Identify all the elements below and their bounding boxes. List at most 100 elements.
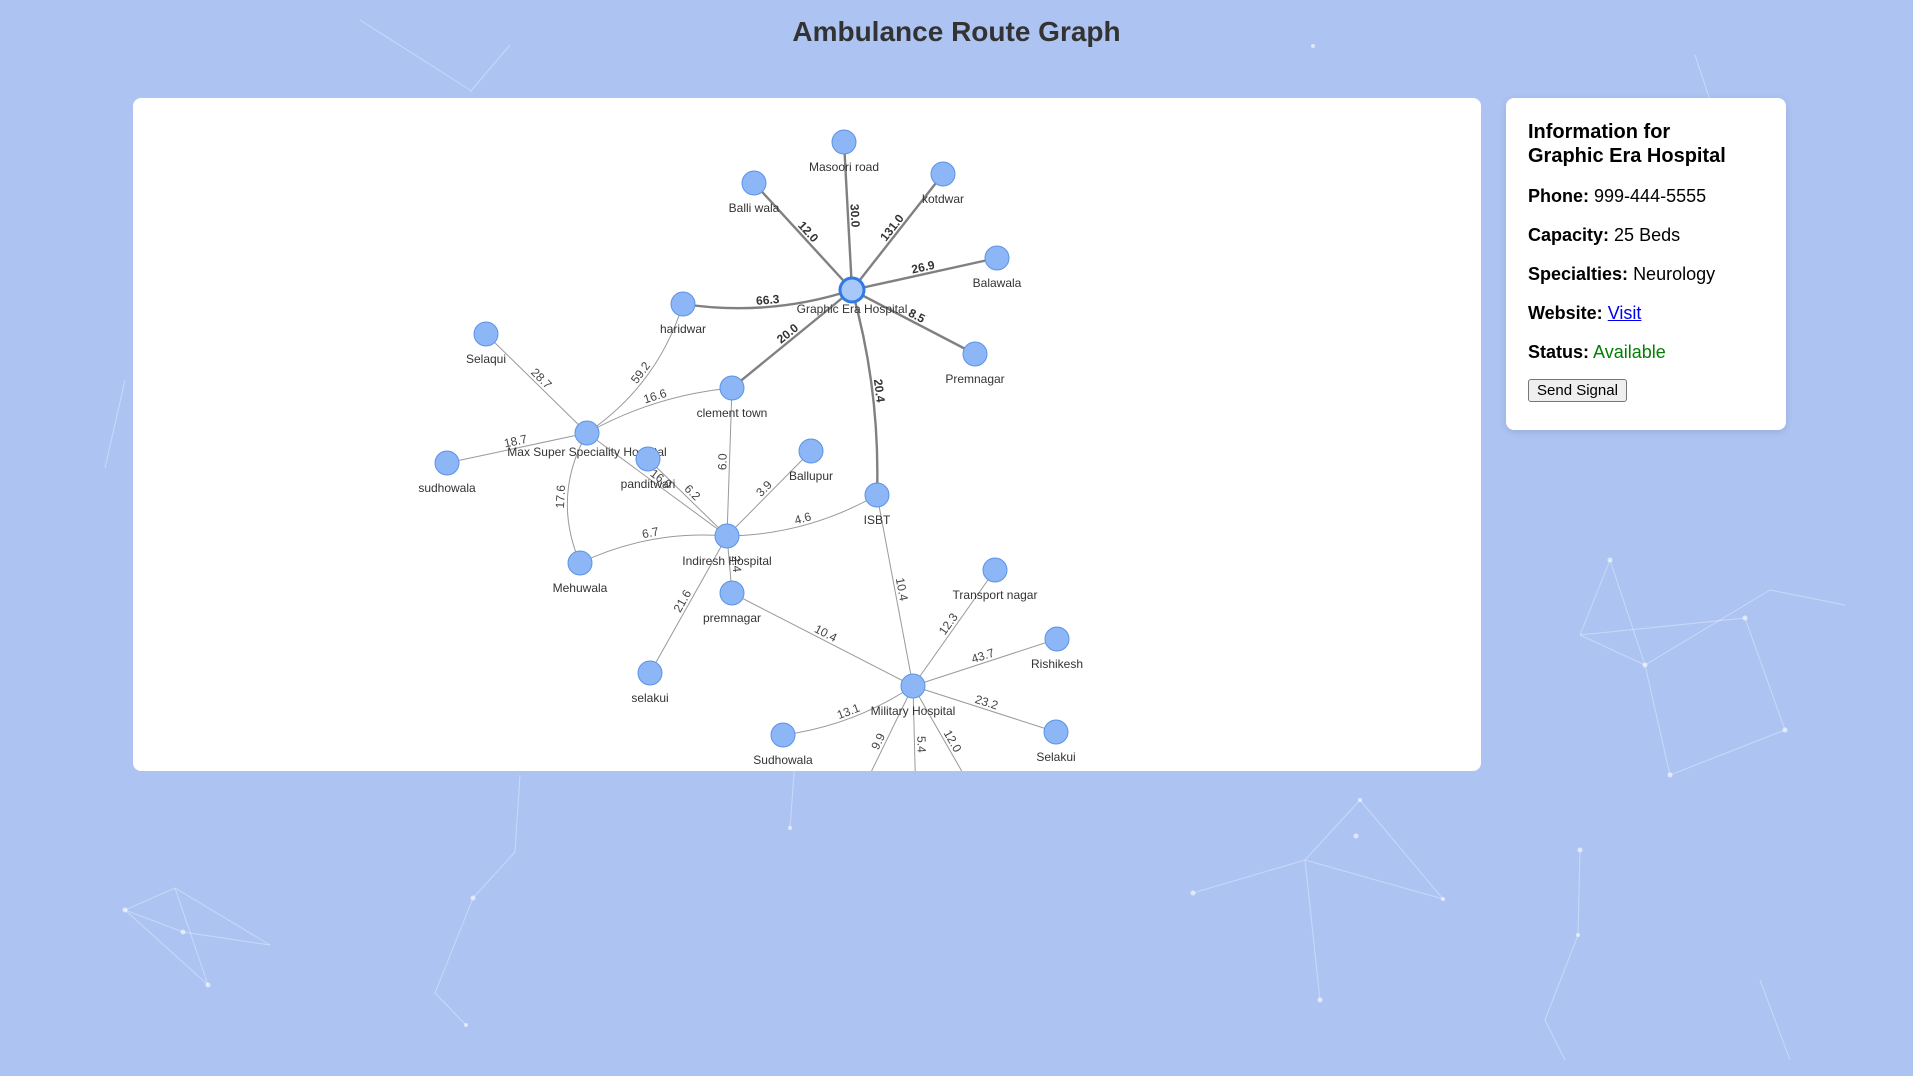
info-phone-value: 999-444-5555 <box>1594 186 1707 206</box>
route-edge-sudhowala-to-military-hospital <box>782 685 914 736</box>
node-circle[interactable] <box>770 722 796 748</box>
route-edge-graphic-era-hospital-to-masoori-road <box>842 141 854 291</box>
node-sudhowala[interactable]: sudhowala <box>418 450 476 495</box>
info-hospital-name: Graphic Era Hospital <box>1528 145 1726 167</box>
node-label: premnagar <box>703 611 761 625</box>
node-circle[interactable] <box>838 276 866 304</box>
node-label: kotdwar <box>922 192 964 206</box>
node-circle[interactable] <box>567 550 593 576</box>
route-edge-military-hospital-to-node-offscreen-3 <box>912 685 963 771</box>
node-selakui[interactable]: selakui <box>631 660 669 705</box>
node-circle[interactable] <box>900 673 926 699</box>
node-circle[interactable] <box>719 580 745 606</box>
status-value: Available <box>1593 342 1666 362</box>
background-lines <box>104 19 1846 1061</box>
edge-weight-label: 18.7 <box>503 432 529 451</box>
node-circle[interactable] <box>714 523 740 549</box>
node-circle[interactable] <box>984 245 1010 271</box>
node-circle[interactable] <box>635 446 661 472</box>
info-capacity-row: Capacity: 25 Beds <box>1528 223 1764 247</box>
node-label: sudhowala <box>418 481 476 495</box>
node-isbt[interactable]: ISBT <box>864 482 891 527</box>
node-label: Masoori road <box>809 160 879 174</box>
node-circle[interactable] <box>930 161 956 187</box>
node-circle[interactable] <box>670 291 696 317</box>
node-balawala[interactable]: Balawala <box>973 245 1022 290</box>
hospital-info-panel: Information for Graphic Era Hospital Pho… <box>1506 98 1786 430</box>
node-selakui[interactable]: Selakui <box>1036 719 1076 764</box>
node-panditwari[interactable]: panditwari <box>621 446 676 491</box>
node-label: Mehuwala <box>553 581 608 595</box>
node-circle[interactable] <box>741 170 767 196</box>
node-military-hospital[interactable]: Military Hospital <box>871 673 956 718</box>
route-edge-military-hospital-to-node-offscreen-1 <box>871 685 914 771</box>
edge-weight-label: 17.6 <box>553 484 568 508</box>
page-title: Ambulance Route Graph <box>792 16 1121 47</box>
node-sudhowala[interactable]: Sudhowala <box>753 722 813 767</box>
node-circle[interactable] <box>473 321 499 347</box>
node-circle[interactable] <box>1043 719 1069 745</box>
edge-weight-label: 5.4 <box>914 736 928 753</box>
node-clement-town[interactable]: clement town <box>697 375 768 420</box>
node-kotdwar[interactable]: kotdwar <box>922 161 964 206</box>
node-graphic-era-hospital[interactable]: Graphic Era Hospital <box>797 276 908 316</box>
route-edge-selaqui-to-max-super-speciality-hospital <box>485 333 588 434</box>
info-heading-prefix: Information for <box>1528 121 1671 143</box>
route-edge-transport-nagar-to-military-hospital <box>912 569 996 687</box>
node-label: Ballupur <box>789 469 833 483</box>
node-circle[interactable] <box>1044 626 1070 652</box>
website-visit-link[interactable]: Visit <box>1607 303 1642 323</box>
node-selaqui[interactable]: Selaqui <box>466 321 506 366</box>
edge-label-layer: 30.012.0 131.026.98.566.320.020.459.228.7… <box>503 204 1001 755</box>
node-label: clement town <box>697 406 768 420</box>
node-indiresh-hospital[interactable]: Indiresh Hospital <box>682 523 772 568</box>
node-label: selakui <box>631 691 668 705</box>
edge-weight-label: 6.7 <box>641 524 660 541</box>
node-haridwar[interactable]: haridwar <box>660 291 706 336</box>
route-graph-canvas[interactable]: 30.012.0 131.026.98.566.320.020.459.228.7… <box>133 98 1481 771</box>
info-heading: Information for Graphic Era Hospital <box>1528 120 1764 168</box>
edge-weight-label: 8.5 <box>906 306 928 326</box>
route-edge-selakui-to-indiresh-hospital <box>649 535 728 674</box>
route-edge-graphic-era-hospital-to-haridwar <box>682 288 853 310</box>
info-phone-row: Phone: 999-444-5555 <box>1528 184 1764 208</box>
node-label: Sudhowala <box>753 753 813 767</box>
send-signal-button[interactable]: Send Signal <box>1528 379 1627 402</box>
node-label: Selaqui <box>466 352 506 366</box>
node-masoori-road[interactable]: Masoori road <box>809 129 879 174</box>
node-rishikesh[interactable]: Rishikesh <box>1031 626 1083 671</box>
node-circle[interactable] <box>831 129 857 155</box>
node-circle[interactable] <box>434 450 460 476</box>
route-edge-isbt-to-military-hospital <box>876 494 914 687</box>
route-edge-graphic-era-hospital-to-kotdwar <box>851 173 944 291</box>
node-premnagar[interactable]: Premnagar <box>945 341 1005 386</box>
edge-weight-label: 2.4 <box>729 555 744 573</box>
info-website-label: Website: <box>1528 303 1603 323</box>
edge-weight-label: 3.9 <box>753 477 775 499</box>
node-circle[interactable] <box>864 482 890 508</box>
node-label: Max Super Speciality Hospital <box>507 445 666 459</box>
node-mehuwala[interactable]: Mehuwala <box>553 550 608 595</box>
edge-weight-label: 4.6 <box>793 509 813 527</box>
node-circle[interactable] <box>719 375 745 401</box>
edge-weight-label: 20.4 <box>871 378 888 403</box>
node-balli-wala[interactable]: Balli wala <box>729 170 780 215</box>
node-max-super-speciality-hospital[interactable]: Max Super Speciality Hospital <box>507 420 667 459</box>
edge-weight-label: 6.0 <box>715 453 730 470</box>
edge-weight-label: 66.3 <box>756 292 781 308</box>
node-circle[interactable] <box>574 420 600 446</box>
node-circle[interactable] <box>982 557 1008 583</box>
node-premnagar[interactable]: premnagar <box>703 580 761 625</box>
node-label: Transport nagar <box>953 588 1038 602</box>
edge-weight-label: 23.2 <box>973 692 1000 713</box>
route-graph-panel[interactable]: 30.0 12.0 131.0 26.9 8.5 66.3 20.0 20.4 59.2 28.7… <box>133 98 1481 771</box>
route-edge-sudhowala-to-max-super-speciality-hospital <box>446 432 588 464</box>
route-edge-graphic-era-hospital-to-balawala <box>851 256 998 292</box>
node-circle[interactable] <box>637 660 663 686</box>
node-circle[interactable] <box>962 341 988 367</box>
route-edge-graphic-era-hospital-to-isbt <box>850 289 879 496</box>
node-label: Rishikesh <box>1031 657 1083 671</box>
node-transport-nagar[interactable]: Transport nagar <box>953 557 1038 602</box>
node-circle[interactable] <box>798 438 824 464</box>
node-ballupur[interactable]: Ballupur <box>789 438 833 483</box>
